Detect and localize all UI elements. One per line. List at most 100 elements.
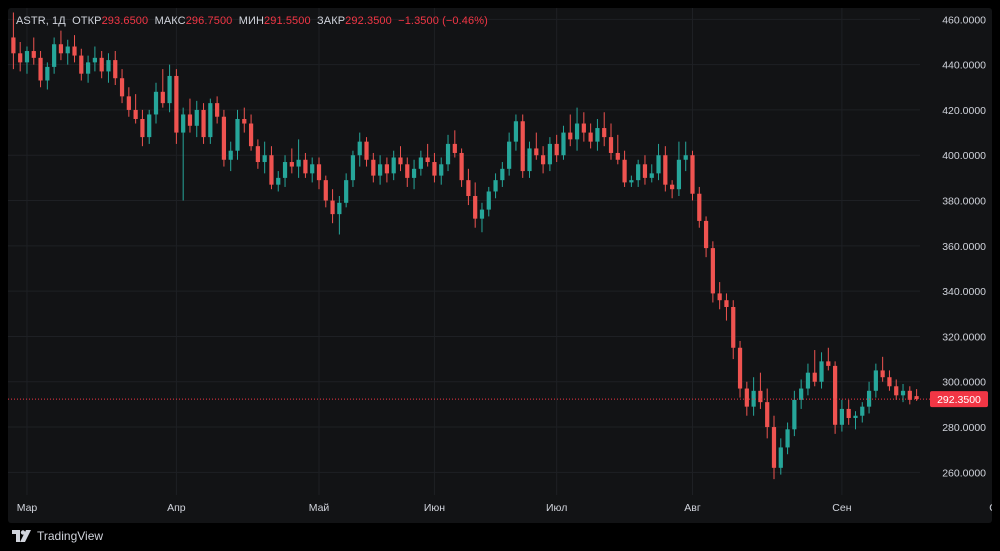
candle-body xyxy=(276,177,281,185)
chart-panel[interactable]: 292.3500 260.0000 280.0000 300.0000 320.000… xyxy=(8,8,992,523)
candle-body xyxy=(588,132,593,142)
candle-body xyxy=(717,293,722,301)
candle xyxy=(676,141,682,197)
candle-body xyxy=(771,427,777,468)
candle xyxy=(866,381,872,414)
candle-body xyxy=(221,116,227,160)
candle-body xyxy=(540,155,546,165)
candle-body xyxy=(316,164,322,181)
candle xyxy=(629,175,634,187)
candle-body xyxy=(337,202,342,215)
x-tick-label: Авг xyxy=(684,502,701,514)
candle xyxy=(316,157,322,190)
symbol-label[interactable]: ASTR, 1Д xyxy=(16,15,66,27)
candle-body xyxy=(676,159,682,190)
candle xyxy=(683,141,688,172)
candle xyxy=(731,300,736,360)
candle-body xyxy=(690,155,695,194)
candle xyxy=(228,141,233,172)
candle xyxy=(45,62,50,90)
candle xyxy=(72,35,77,63)
candle xyxy=(826,347,831,371)
tradingview-logo-icon[interactable] xyxy=(12,530,32,542)
candle xyxy=(758,372,763,409)
candle xyxy=(717,282,722,310)
candle-body xyxy=(853,415,858,418)
x-tick-label: Апр xyxy=(167,502,186,514)
candle xyxy=(262,141,267,174)
candle xyxy=(378,155,383,185)
candle xyxy=(174,69,179,144)
candle xyxy=(371,152,376,183)
candlestick-chart[interactable]: 292.3500 260.0000 280.0000 300.0000 320.000… xyxy=(8,8,992,523)
candle-body xyxy=(663,155,668,185)
candle xyxy=(500,162,505,187)
candle-body xyxy=(445,143,451,165)
candle-body xyxy=(744,388,749,407)
y-tick-label: 400.0000 xyxy=(942,150,986,162)
candle-body xyxy=(418,157,423,169)
candle-body xyxy=(615,152,620,160)
candle-body xyxy=(486,191,491,210)
candle-body xyxy=(99,57,104,72)
candle xyxy=(527,141,532,178)
candle-body xyxy=(894,386,899,396)
candle xyxy=(642,155,648,185)
candle-body xyxy=(534,148,539,156)
candle-body xyxy=(683,155,688,160)
candle-body xyxy=(473,196,478,219)
candle xyxy=(65,39,70,65)
candle xyxy=(255,139,260,169)
candle xyxy=(595,118,600,151)
candle xyxy=(540,146,546,174)
candle-body xyxy=(479,209,485,219)
candle-body xyxy=(181,114,186,133)
candle-body xyxy=(914,396,919,400)
tradingview-brand[interactable]: TradingView xyxy=(37,529,104,543)
candle xyxy=(439,157,444,185)
candle-body xyxy=(296,159,301,167)
candle xyxy=(85,55,91,83)
candle xyxy=(479,202,485,233)
candle xyxy=(656,143,661,181)
candle xyxy=(615,134,620,165)
candle-body xyxy=(208,103,213,138)
ohlc-legend: ASTR, 1Д ОТКР293.6500 МАКС296.7500 МИН29… xyxy=(16,15,488,27)
last-price-label: 292.3500 xyxy=(937,394,981,406)
candle-body xyxy=(493,180,498,192)
last-price-tag xyxy=(930,391,988,408)
candle xyxy=(907,386,912,405)
candle xyxy=(554,134,559,163)
candle xyxy=(208,98,213,144)
candle xyxy=(11,12,16,70)
y-tick-label: 440.0000 xyxy=(942,60,986,72)
candle xyxy=(38,51,43,88)
change-value: −1.3500 (−0.46%) xyxy=(398,15,488,27)
candle xyxy=(792,390,797,437)
y-tick-label: 280.0000 xyxy=(942,422,986,434)
candle xyxy=(663,146,668,192)
candle xyxy=(894,379,899,400)
price-line-layer: 292.3500 xyxy=(8,391,988,408)
candle-body xyxy=(900,390,906,396)
candle-body xyxy=(799,388,804,400)
candle-body xyxy=(602,128,607,138)
y-tick-label: 420.0000 xyxy=(942,105,986,117)
candle-body xyxy=(215,103,220,117)
candle-body xyxy=(731,306,736,348)
candle-body xyxy=(79,55,84,74)
candle-body xyxy=(907,390,912,400)
candle xyxy=(119,69,125,104)
candle-body xyxy=(323,180,328,201)
candle-body xyxy=(85,62,91,74)
candle-body xyxy=(520,121,525,172)
candle-body xyxy=(411,168,417,178)
candle-body xyxy=(554,143,559,156)
candle-body xyxy=(860,406,865,416)
candle xyxy=(92,46,97,72)
candle xyxy=(880,356,885,382)
candle-body xyxy=(425,157,430,163)
candle xyxy=(853,411,858,430)
candle xyxy=(710,241,715,303)
candle xyxy=(833,361,838,434)
